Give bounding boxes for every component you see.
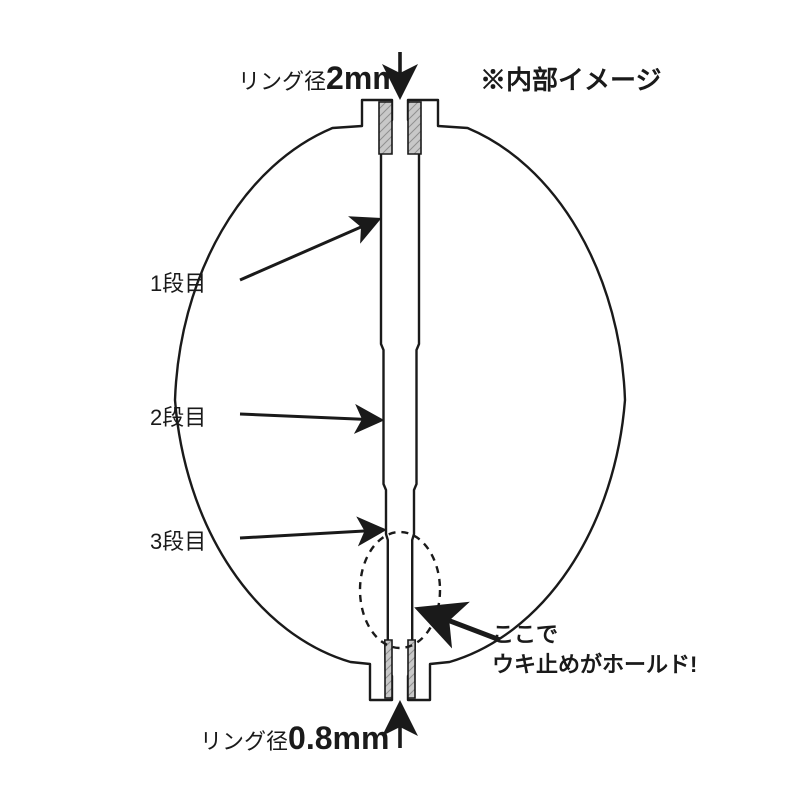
hold-line2: ウキ止めがホールド! <box>492 652 697 677</box>
step2-text: 2段目 <box>150 405 206 430</box>
step1-text: 1段目 <box>150 271 206 296</box>
bottom-ring-label: リング径0.8mm <box>200 720 389 757</box>
hold-line1: ここで <box>492 622 558 647</box>
bottom-ring-value: 0.8mm <box>288 720 389 756</box>
step2-label: 2段目 <box>150 400 206 432</box>
step3-text: 3段目 <box>150 529 206 554</box>
top-ring-value: 2mm <box>326 60 401 96</box>
top-ring-label: リング径2mm <box>238 60 401 97</box>
hold-label: ここでウキ止めがホールド! <box>492 620 697 679</box>
step3-label: 3段目 <box>150 524 206 556</box>
title-label: ※内部イメージ <box>480 60 661 97</box>
title-text: ※内部イメージ <box>480 65 661 95</box>
bottom-ring-prefix: リング径 <box>200 729 288 754</box>
step1-label: 1段目 <box>150 266 206 298</box>
diagram-canvas <box>0 0 800 800</box>
top-ring-prefix: リング径 <box>238 69 326 94</box>
